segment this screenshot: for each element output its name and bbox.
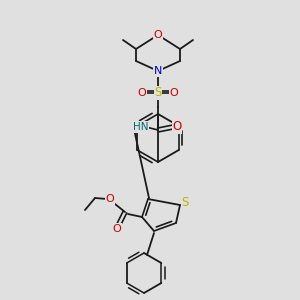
Text: O: O [154, 30, 162, 40]
Text: O: O [169, 88, 178, 98]
Text: HN: HN [133, 122, 149, 132]
Text: O: O [106, 194, 114, 204]
Text: O: O [172, 121, 182, 134]
Text: O: O [112, 224, 122, 234]
Text: N: N [154, 66, 162, 76]
Text: O: O [138, 88, 146, 98]
Text: S: S [154, 86, 162, 100]
Text: S: S [181, 196, 189, 209]
